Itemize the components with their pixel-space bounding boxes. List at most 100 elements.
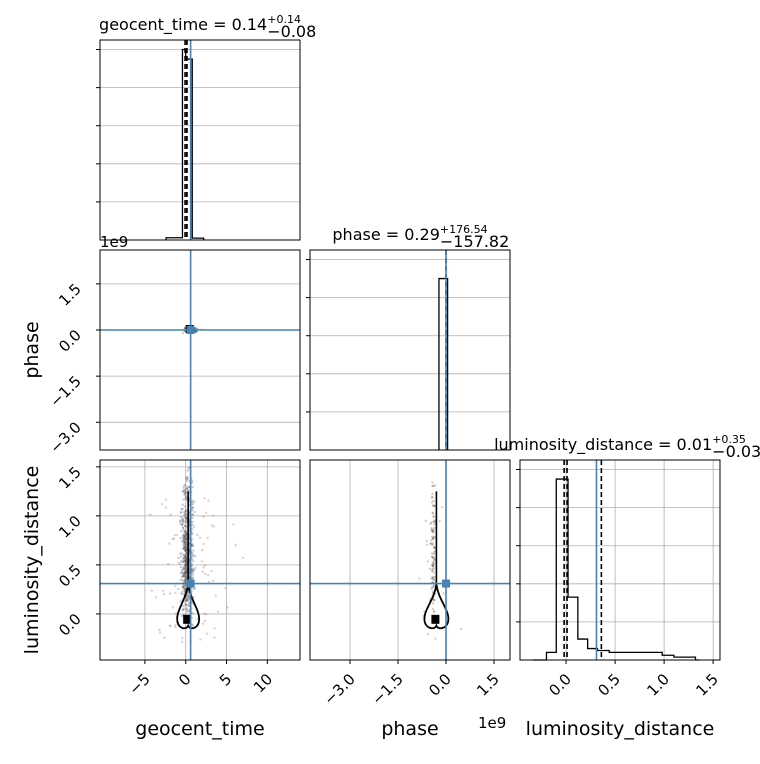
- sample-point: [191, 544, 195, 548]
- sample-point: [184, 564, 188, 567]
- sample-point: [183, 539, 187, 542]
- panel-phase-luminosity_distance: −3.0 −1.5 0.0 1.5 phase 1e9: [309, 459, 511, 740]
- sample-point: [431, 496, 434, 499]
- sample-point: [184, 570, 188, 573]
- sample-point: [182, 571, 186, 575]
- sample-point: [185, 598, 189, 602]
- x-tick-label: 10: [250, 670, 276, 696]
- sample-point: [190, 543, 194, 547]
- sample-point: [185, 563, 188, 567]
- sample-point: [431, 575, 434, 578]
- sample-point: [182, 528, 185, 531]
- sample-point: [185, 610, 189, 613]
- sample-point: [183, 513, 186, 517]
- sample-point: [185, 596, 189, 599]
- sample-point: [183, 588, 186, 591]
- sample-point: [210, 569, 213, 573]
- sample-point: [184, 549, 187, 552]
- sample-point: [184, 537, 187, 541]
- sample-point: [187, 596, 191, 599]
- sample-point: [191, 570, 194, 573]
- x-tick-label: 0: [175, 670, 194, 689]
- sample-point: [185, 510, 188, 513]
- sample-point: [459, 627, 463, 631]
- sample-point: [191, 557, 194, 561]
- sample-point: [192, 587, 195, 591]
- y-tick-label: 0.0: [55, 610, 85, 640]
- sample-point: [433, 557, 436, 561]
- sample-point: [431, 564, 435, 568]
- sample-point: [183, 534, 187, 538]
- sample-point: [204, 613, 208, 616]
- sample-point: [430, 535, 434, 539]
- sample-point: [182, 488, 186, 492]
- sample-point: [183, 537, 186, 541]
- sample-point: [174, 612, 178, 615]
- sample-point: [184, 496, 187, 499]
- x-tick-label: 0.0: [425, 670, 455, 700]
- sample-point: [432, 530, 435, 533]
- sample-point: [179, 515, 183, 519]
- sample-point: [183, 531, 186, 534]
- sample-point: [158, 628, 161, 631]
- sample-point: [178, 552, 182, 555]
- sample-point: [184, 515, 188, 519]
- sample-point: [185, 577, 188, 580]
- sample-point: [181, 332, 184, 335]
- sample-point: [183, 559, 186, 563]
- panel-luminosity_distance: luminosity_distance = 0.01+0.35−0.03 0.0 0…: [494, 433, 760, 740]
- sample-point: [430, 555, 434, 559]
- sample-point: [182, 490, 185, 493]
- sample-point: [184, 559, 188, 563]
- sample-point: [198, 536, 202, 539]
- x-tick-label: 0.5: [594, 670, 624, 700]
- sample-point: [154, 596, 158, 599]
- histogram-bar: [439, 279, 446, 450]
- sample-point: [431, 576, 434, 580]
- sample-point: [202, 566, 205, 569]
- sample-point: [418, 577, 421, 580]
- sample-point: [181, 560, 184, 564]
- sample-point: [182, 519, 186, 522]
- sample-point: [185, 563, 188, 567]
- sample-point: [431, 556, 435, 560]
- sample-point: [191, 502, 195, 505]
- sample-point: [183, 532, 186, 535]
- sample-point: [184, 570, 187, 573]
- sample-point: [149, 513, 152, 516]
- sample-point: [203, 564, 206, 567]
- sample-point: [433, 504, 437, 508]
- sample-point: [185, 547, 188, 551]
- sample-point: [185, 560, 188, 563]
- title-lower-error: −0.03: [712, 442, 760, 461]
- sample-point: [181, 490, 185, 493]
- sample-point: [184, 571, 187, 575]
- sample-point: [182, 585, 185, 589]
- sample-point: [184, 509, 188, 512]
- sample-point: [181, 533, 185, 537]
- sample-point: [183, 540, 186, 544]
- sample-point: [185, 539, 188, 543]
- sample-point: [201, 570, 204, 574]
- sample-point: [184, 565, 187, 568]
- sample-point: [182, 553, 186, 556]
- sample-point: [185, 576, 188, 579]
- sample-point: [224, 587, 227, 590]
- sample-point: [183, 578, 187, 582]
- sample-point: [184, 571, 187, 574]
- sample-point: [184, 538, 187, 541]
- y-tick-label: 1.5: [55, 280, 85, 310]
- sample-point: [185, 545, 188, 548]
- sample-point: [183, 573, 186, 576]
- sample-point: [185, 559, 188, 563]
- sample-point: [183, 491, 187, 494]
- sample-point: [187, 596, 190, 599]
- sample-point: [187, 604, 190, 608]
- sample-point: [430, 528, 434, 531]
- sample-point: [196, 330, 199, 333]
- sample-point: [432, 499, 435, 503]
- sample-point: [181, 575, 185, 578]
- sample-point: [158, 631, 162, 634]
- sample-point: [185, 599, 188, 603]
- sample-point: [181, 536, 184, 539]
